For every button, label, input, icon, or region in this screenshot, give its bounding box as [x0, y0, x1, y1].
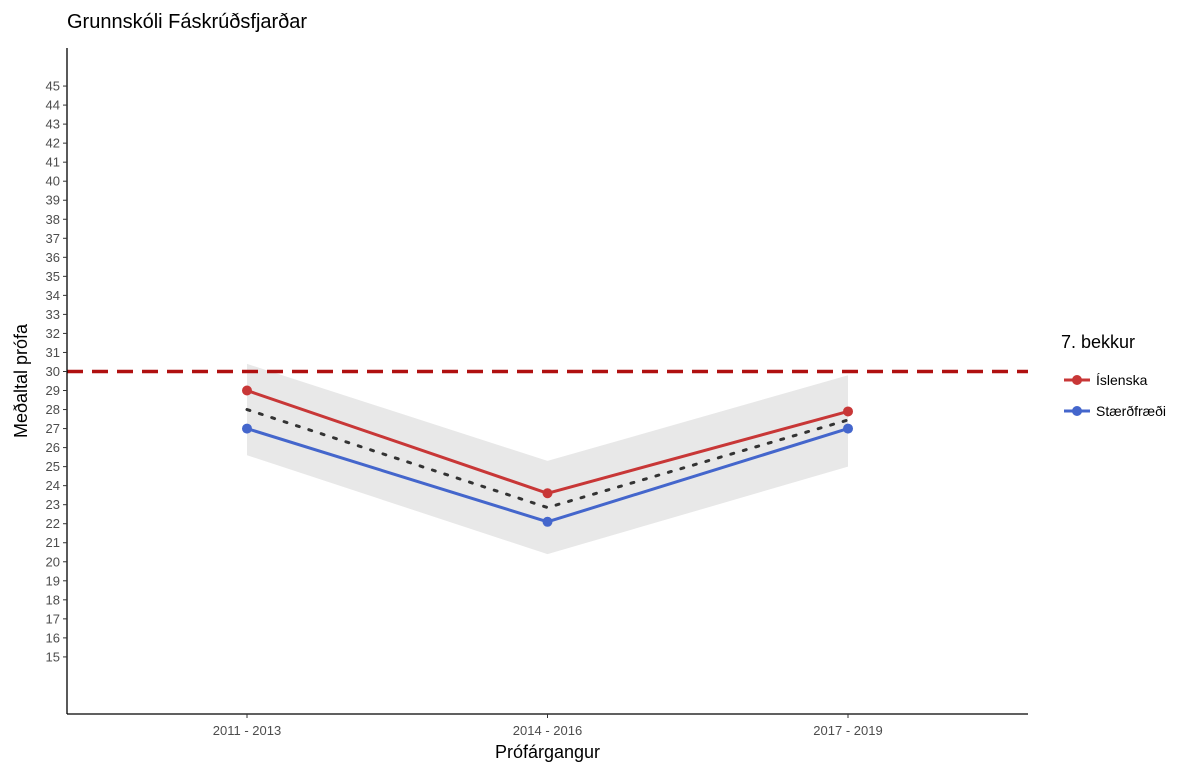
x-ticks: 2011 - 2013 2014 - 2016 2017 - 2019 — [213, 714, 883, 738]
y-tick-label: 28 — [46, 402, 60, 417]
y-tick-label: 21 — [46, 535, 60, 550]
y-tick-label: 43 — [46, 117, 60, 132]
y-tick-label: 38 — [46, 212, 60, 227]
data-point — [843, 406, 853, 417]
y-tick-label: 42 — [46, 136, 60, 151]
x-tick-label: 2014 - 2016 — [513, 723, 582, 738]
y-tick-label: 32 — [46, 326, 60, 341]
y-tick-label: 17 — [46, 611, 60, 626]
legend-key-point — [1072, 375, 1082, 385]
plot-area — [67, 363, 1028, 555]
points-group — [242, 385, 853, 527]
x-tick-label: 2011 - 2013 — [213, 723, 281, 738]
mean-line — [245, 408, 850, 510]
y-tick-label: 23 — [46, 497, 60, 512]
y-tick-label: 37 — [46, 231, 60, 246]
confidence-band — [247, 363, 848, 555]
y-tick-label: 34 — [46, 288, 60, 303]
y-tick-label: 45 — [46, 79, 60, 94]
data-point — [242, 423, 252, 434]
legend-items: Íslenska Stærðfræði — [1064, 372, 1166, 419]
y-tick-label: 20 — [46, 554, 60, 569]
y-tick-label: 31 — [46, 345, 60, 360]
y-axis-title: Meðaltal prófa — [11, 323, 31, 438]
legend-title: 7. bekkur — [1061, 332, 1135, 352]
y-tick-label: 19 — [46, 573, 60, 588]
x-axis-title: Prófárgangur — [495, 742, 600, 762]
y-tick-label: 33 — [46, 307, 60, 322]
y-tick-label: 25 — [46, 459, 60, 474]
y-tick-label: 26 — [46, 440, 60, 455]
y-tick-label: 35 — [46, 269, 60, 284]
y-tick-label: 40 — [46, 174, 60, 189]
legend-key-point — [1072, 406, 1082, 416]
y-tick-label: 24 — [46, 478, 60, 493]
y-tick-label: 39 — [46, 193, 60, 208]
y-tick-label: 44 — [46, 98, 60, 113]
y-tick-label: 29 — [46, 383, 60, 398]
y-tick-label: 18 — [46, 592, 60, 607]
data-point — [242, 385, 252, 396]
legend-label: Íslenska — [1096, 372, 1148, 388]
chart-title: Grunnskóli Fáskrúðsfjarðar — [67, 11, 307, 33]
y-tick-label: 36 — [46, 250, 60, 265]
y-ticks: 15 16 17 18 19 20 21 22 23 24 25 26 27 28 29 30 31 32 33 34… — [46, 79, 67, 664]
data-point — [843, 423, 853, 434]
y-tick-label: 41 — [46, 155, 60, 170]
data-point — [542, 516, 553, 527]
y-tick-label: 16 — [46, 630, 60, 645]
data-point — [542, 488, 553, 499]
legend: 7. bekkur Íslenska Stærðfræði — [1061, 332, 1166, 419]
y-tick-label: 30 — [46, 364, 60, 379]
legend-label: Stærðfræði — [1096, 403, 1166, 419]
x-tick-label: 2017 - 2019 — [813, 723, 882, 738]
y-tick-label: 22 — [46, 516, 60, 531]
y-tick-label: 15 — [46, 649, 60, 664]
y-tick-label: 27 — [46, 421, 60, 436]
